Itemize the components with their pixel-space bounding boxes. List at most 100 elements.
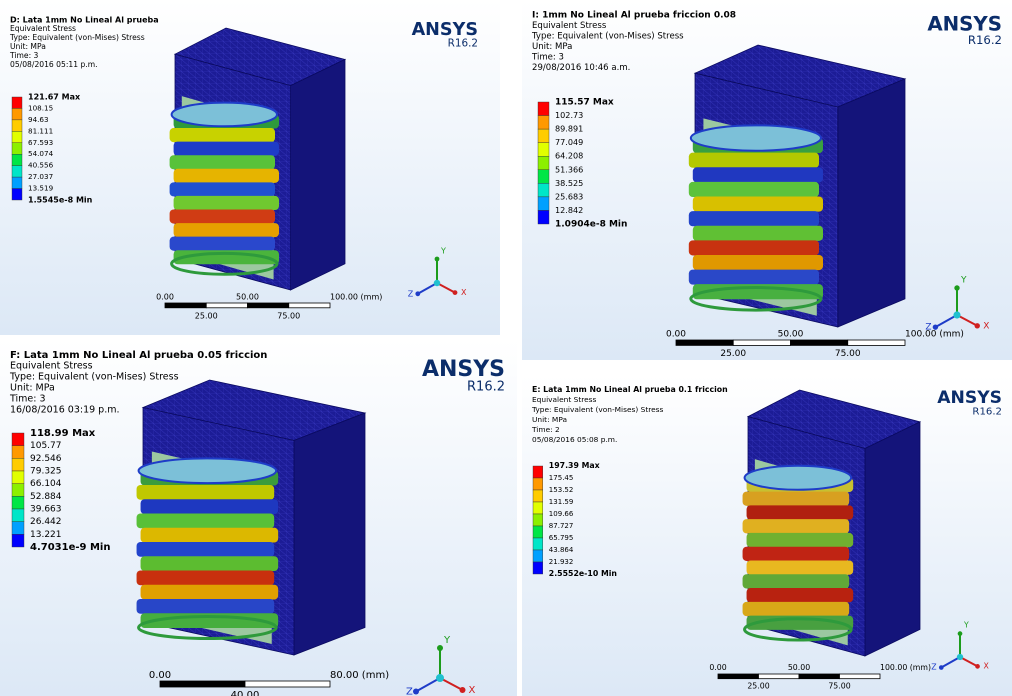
- header-line: Type: Equivalent (von-Mises) Stress: [9, 33, 145, 42]
- axis-x-head: [975, 664, 980, 669]
- axis-x: [436, 282, 456, 294]
- can-band: [688, 152, 819, 168]
- axis-label: Z: [925, 323, 931, 333]
- legend-label: 89.891: [555, 124, 583, 134]
- result-panel: F: Lata 1mm No Lineal Al prueba 0.05 fri…: [0, 340, 517, 696]
- scale-label: 100.00 (mm): [330, 293, 382, 302]
- axis-y-head: [954, 285, 960, 291]
- header-line: Type: Equivalent (von-Mises) Stress: [9, 372, 179, 383]
- legend-label: 66.104: [30, 479, 62, 489]
- axis-z: [934, 314, 958, 329]
- can-band: [173, 195, 279, 210]
- scale-segment: [205, 302, 248, 309]
- legend-swatch: [11, 108, 23, 121]
- legend-label: 94.63: [28, 115, 49, 124]
- legend-label: 43.864: [549, 545, 574, 554]
- scale-label: 50.00: [236, 293, 259, 302]
- legend-label: 39.663: [30, 505, 62, 515]
- scale-label: 100.00 (mm): [880, 663, 931, 672]
- header-line: Equivalent Stress: [532, 395, 597, 404]
- legend-swatch: [537, 142, 550, 157]
- header-line: Unit: MPa: [532, 42, 572, 52]
- can-band: [692, 254, 823, 271]
- scale-label: 50.00: [778, 330, 804, 340]
- axis-x: [439, 677, 463, 691]
- can-band: [136, 542, 275, 557]
- legend-swatch: [532, 561, 544, 575]
- legend-label: 67.593: [28, 138, 53, 147]
- legend-swatch: [11, 131, 23, 143]
- can-band: [169, 236, 275, 251]
- ansys-logo: ANSYS: [937, 388, 1002, 408]
- axis-x-head: [974, 323, 980, 329]
- header-line: Equivalent Stress: [532, 21, 607, 31]
- legend-label: 64.208: [555, 151, 583, 161]
- legend-label: 109.66: [549, 509, 574, 518]
- axis-label: X: [461, 288, 467, 297]
- can-top: [137, 457, 278, 485]
- box-side: [290, 58, 346, 291]
- axis-label: Y: [443, 635, 451, 646]
- legend-swatch: [537, 210, 550, 225]
- legend-swatch: [11, 154, 23, 166]
- axis-z-head: [932, 324, 939, 330]
- scale-segment: [288, 302, 331, 309]
- legend-swatch: [537, 156, 550, 170]
- legend-swatch: [537, 101, 550, 116]
- header-line: Type: Equivalent (von-Mises) Stress: [531, 405, 664, 414]
- axis-y-head: [434, 256, 440, 262]
- scale-segment: [159, 680, 246, 688]
- result-title: E: Lata 1mm No Lineal Al prueba 0.1 fric…: [532, 385, 728, 394]
- can-band: [169, 128, 275, 143]
- scale-label: 0.00: [149, 670, 171, 681]
- header-line: 05/08/2016 05:08 p.m.: [532, 435, 617, 444]
- result-title: I: 1mm No Lineal Al prueba friccion 0.08: [532, 11, 736, 21]
- axis-label: Y: [440, 247, 446, 256]
- can-bottom: [137, 615, 278, 640]
- legend-label: 21.932: [549, 557, 574, 566]
- result-title: F: Lata 1mm No Lineal Al prueba 0.05 fri…: [10, 350, 267, 361]
- legend-swatch: [11, 165, 23, 178]
- scale-label: 75.00: [277, 311, 300, 320]
- axis-z: [417, 282, 438, 295]
- scale-label: 80.00 (mm): [330, 670, 389, 681]
- axis-z: [940, 656, 961, 669]
- legend-label: 4.7031e-9 Min: [30, 542, 110, 553]
- can-band: [136, 485, 275, 500]
- legend-swatch: [532, 477, 544, 491]
- legend-label: 108.15: [28, 103, 53, 112]
- axis-z-head: [415, 291, 421, 297]
- axis-x: [956, 314, 978, 327]
- ansys-version: R16.2: [448, 38, 478, 50]
- legend-swatch: [532, 537, 544, 551]
- legend-label: 13.519: [28, 184, 54, 193]
- can-band: [688, 181, 819, 198]
- can-bottom: [743, 617, 853, 642]
- legend-swatch: [11, 534, 25, 548]
- ansys-version: R16.2: [467, 380, 505, 395]
- can-band: [742, 601, 850, 617]
- can-band: [692, 167, 823, 183]
- legend-swatch: [11, 508, 25, 522]
- ansys-logo: ANSYS: [927, 13, 1002, 36]
- axis-x-head: [459, 687, 466, 693]
- legend-swatch: [537, 115, 550, 130]
- header-line: Unit: MPa: [532, 415, 567, 424]
- legend-label: 87.727: [549, 521, 574, 530]
- result-panel: E: Lata 1mm No Lineal Al prueba 0.1 fric…: [522, 375, 1012, 696]
- legend-label: 1.5545e-8 Min: [28, 196, 93, 205]
- axis-label: Z: [931, 663, 936, 672]
- can-bottom: [689, 286, 823, 312]
- triad-origin: [956, 653, 964, 661]
- axis-label: X: [983, 321, 989, 331]
- scale-label: 75.00: [835, 349, 861, 359]
- legend-swatch: [537, 183, 550, 198]
- legend-label: 52.884: [30, 492, 62, 502]
- axis-z: [415, 677, 441, 693]
- can-band: [173, 223, 279, 238]
- can-band: [169, 209, 275, 224]
- scale-segment: [675, 339, 734, 346]
- scale-label: 25.00: [195, 311, 218, 320]
- scale-label: 50.00: [788, 663, 810, 672]
- header-line: Time: 3: [531, 53, 564, 63]
